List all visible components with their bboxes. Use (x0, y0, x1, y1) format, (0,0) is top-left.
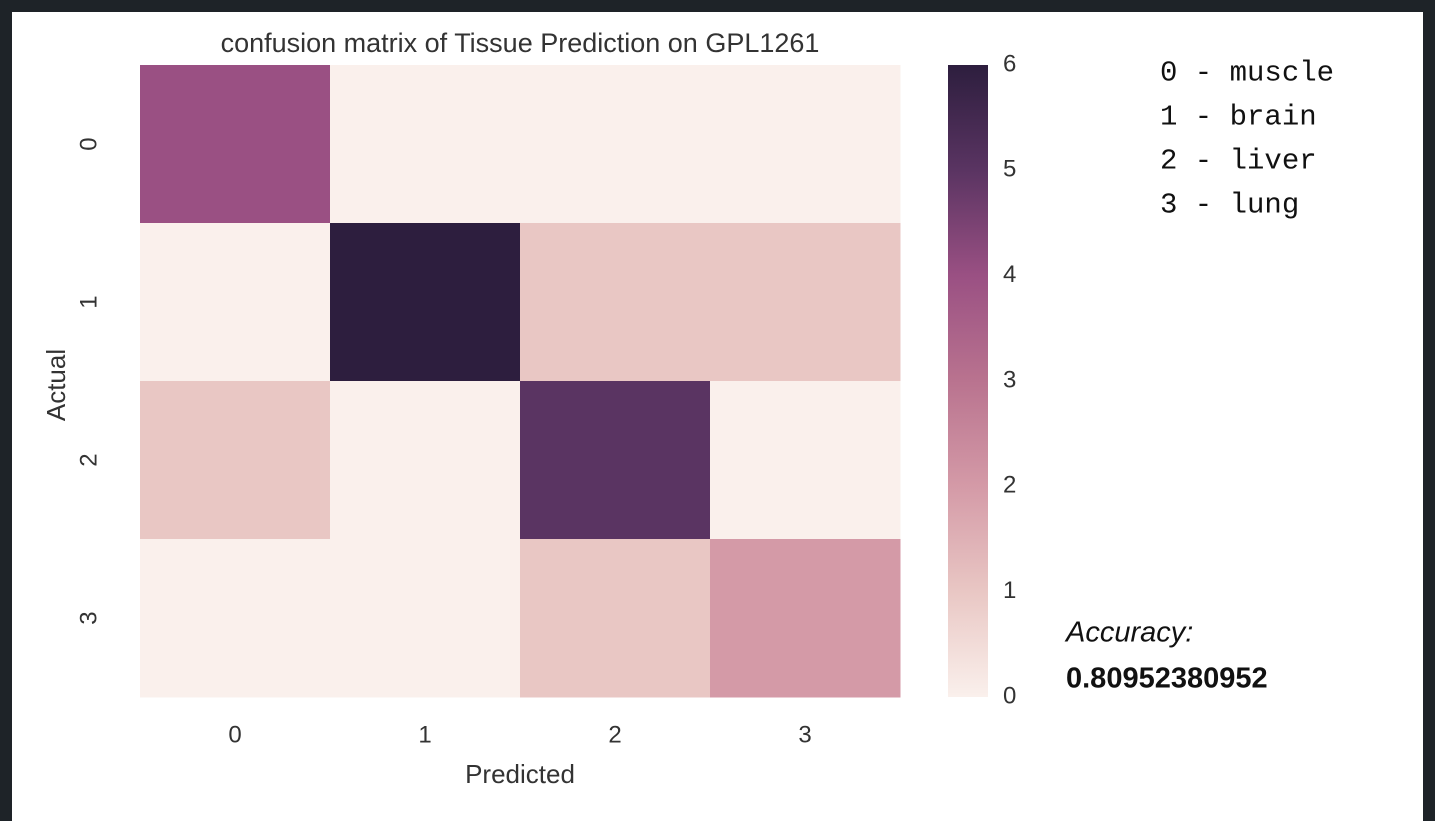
y-tick-label: 0 (75, 137, 102, 150)
heatmap-cell (140, 539, 331, 698)
x-tick-label: 3 (798, 721, 811, 748)
heatmap-cell (520, 381, 711, 540)
heatmap-cell (520, 65, 711, 224)
colorbar (948, 65, 988, 697)
x-tick-label: 2 (608, 721, 621, 748)
accuracy-label: Accuracy: (1064, 617, 1193, 649)
colorbar-tick-label: 1 (1003, 577, 1016, 604)
chart-title: confusion matrix of Tissue Prediction on… (221, 28, 820, 58)
heatmap-cell (710, 65, 901, 224)
heatmap-cell (520, 223, 711, 382)
colorbar-tick-label: 0 (1003, 682, 1016, 709)
heatmap-cell (330, 223, 521, 382)
y-tick-label: 3 (75, 611, 102, 624)
heatmap-cell (140, 65, 331, 224)
heatmap-cell (710, 223, 901, 382)
y-tick-label: 1 (75, 295, 102, 308)
heatmap-cell (710, 381, 901, 540)
heatmap-cell (330, 539, 521, 698)
x-tick-label: 1 (418, 721, 431, 748)
x-axis-label: Predicted (465, 759, 575, 789)
y-axis-label: Actual (41, 349, 71, 421)
y-tick-label: 2 (75, 453, 102, 466)
legend-note: 0 - muscle (1160, 57, 1334, 90)
accuracy-value: 0.80952380952 (1066, 663, 1268, 695)
x-tick-label: 0 (228, 721, 241, 748)
legend-note: 1 - brain (1160, 101, 1317, 134)
legend-note: 2 - liver (1160, 145, 1317, 178)
heatmap-cell (140, 223, 331, 382)
colorbar-tick-label: 4 (1003, 261, 1016, 288)
colorbar-tick-label: 6 (1003, 50, 1016, 77)
heatmap-cell (330, 381, 521, 540)
heatmap-cell (710, 539, 901, 698)
colorbar-tick-label: 3 (1003, 366, 1016, 393)
heatmap-cell (140, 381, 331, 540)
legend-note: 3 - lung (1160, 189, 1299, 222)
colorbar-tick-label: 5 (1003, 156, 1016, 183)
colorbar-tick-label: 2 (1003, 472, 1016, 499)
heatmap-cell (330, 65, 521, 224)
heatmap-cell (520, 539, 711, 698)
